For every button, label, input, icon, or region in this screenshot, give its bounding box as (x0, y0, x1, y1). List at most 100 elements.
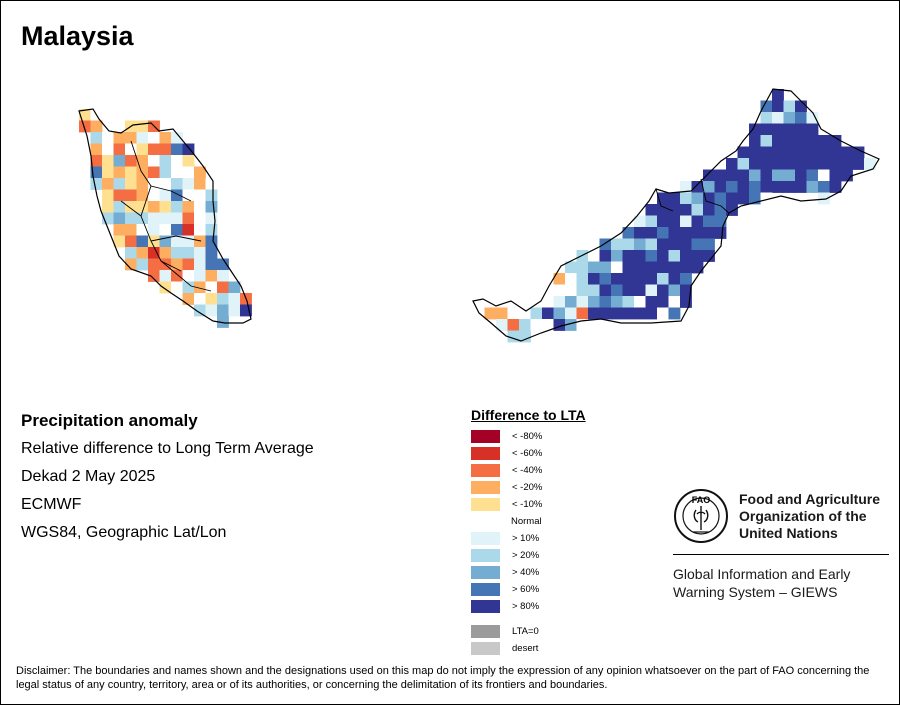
anomaly-cell (772, 169, 784, 182)
anomaly-cell (159, 189, 172, 202)
anomaly-cell (657, 250, 669, 262)
anomaly-cell (760, 135, 773, 147)
anomaly-cell (737, 181, 750, 193)
anomaly-cell (818, 146, 830, 159)
legend-swatch (471, 600, 500, 613)
anomaly-cell (182, 293, 195, 305)
borneo-malaysia-grid (484, 89, 876, 343)
anomaly-cell (136, 178, 149, 190)
anomaly-cell (737, 158, 750, 170)
anomaly-cell (783, 146, 796, 159)
fao-branding: FAO Food and Agriculture Organization of… (673, 488, 889, 601)
anomaly-cell (228, 281, 241, 294)
anomaly-cell (749, 158, 761, 170)
anomaly-cell (645, 284, 658, 297)
anomaly-cell (657, 238, 669, 251)
anomaly-cell (217, 293, 229, 305)
anomaly-cell (553, 307, 566, 320)
legend-swatch (471, 532, 500, 545)
anomaly-cell (680, 227, 692, 239)
anomaly-cell (553, 296, 566, 308)
anomaly-cell (645, 273, 658, 285)
anomaly-cell (657, 296, 669, 308)
anomaly-cell (125, 132, 137, 144)
anomaly-cell (841, 158, 853, 170)
anomaly-cell (806, 158, 819, 170)
anomaly-cell (783, 100, 796, 113)
anomaly-cell (148, 132, 160, 144)
anomaly-cell (783, 123, 796, 136)
anomaly-cell (205, 235, 218, 248)
anomaly-cell (228, 304, 241, 317)
anomaly-cell (217, 316, 229, 328)
anomaly-cell (182, 212, 195, 225)
anomaly-cell (806, 112, 819, 124)
anomaly-cell (599, 250, 612, 262)
anomaly-cell (806, 181, 819, 193)
anomaly-cell (148, 258, 160, 271)
fao-divider (673, 554, 889, 555)
anomaly-cell (217, 304, 229, 317)
anomaly-map (78, 88, 880, 343)
anomaly-cell (680, 284, 692, 297)
anomaly-cell (714, 204, 727, 216)
anomaly-cell (668, 204, 681, 216)
anomaly-cell (599, 273, 612, 285)
anomaly-cell (634, 284, 646, 297)
anomaly-cell (125, 224, 137, 236)
anomaly-cell (818, 158, 830, 170)
anomaly-cell (102, 201, 114, 213)
anomaly-cell (182, 189, 195, 202)
anomaly-cell (634, 296, 646, 308)
anomaly-cell (680, 273, 692, 285)
anomaly-cell (772, 158, 784, 170)
anomaly-cell (90, 120, 103, 133)
anomaly-cell (772, 135, 784, 147)
anomaly-cell (645, 238, 658, 251)
legend-label: > 80% (512, 601, 540, 612)
anomaly-cell (90, 155, 103, 167)
anomaly-cell (726, 158, 738, 170)
anomaly-cell (772, 89, 784, 101)
anomaly-cell (113, 166, 126, 179)
anomaly-cell (852, 146, 865, 159)
anomaly-cell (622, 250, 635, 262)
fao-name: Food and Agriculture Organization of the… (739, 491, 880, 542)
anomaly-cell (205, 212, 218, 225)
anomaly-cell (760, 158, 773, 170)
anomaly-cell (171, 235, 183, 248)
anomaly-cell (113, 189, 126, 202)
anomaly-cell (182, 281, 195, 294)
anomaly-cell (171, 212, 183, 225)
anomaly-cell (205, 189, 218, 202)
anomaly-cell (691, 215, 704, 228)
anomaly-cell (113, 201, 126, 213)
legend-swatch (471, 642, 500, 655)
anomaly-cell (795, 112, 807, 124)
anomaly-cell (182, 247, 195, 259)
legend-item: < -20% (471, 479, 586, 496)
anomaly-cell (102, 155, 114, 167)
info-line-projection: WGS84, Geographic Lat/Lon (21, 524, 227, 541)
anomaly-cell (668, 296, 681, 308)
anomaly-cell (136, 247, 149, 259)
anomaly-cell (496, 307, 508, 320)
anomaly-cell (205, 304, 218, 317)
anomaly-cell (194, 224, 206, 236)
anomaly-cell (484, 307, 497, 320)
anomaly-cell (611, 296, 623, 308)
anomaly-cell (576, 250, 589, 262)
anomaly-cell (588, 250, 600, 262)
anomaly-cell (148, 155, 160, 167)
anomaly-cell (159, 212, 172, 225)
anomaly-cell (171, 155, 183, 167)
anomaly-cell (772, 112, 784, 124)
anomaly-cell (749, 192, 761, 205)
legend-label: > 40% (512, 567, 540, 578)
anomaly-cell (148, 224, 160, 236)
anomaly-cell (737, 192, 750, 205)
anomaly-cell (148, 247, 160, 259)
anomaly-cell (576, 284, 589, 297)
legend-label: > 20% (512, 550, 540, 561)
anomaly-cell (645, 296, 658, 308)
